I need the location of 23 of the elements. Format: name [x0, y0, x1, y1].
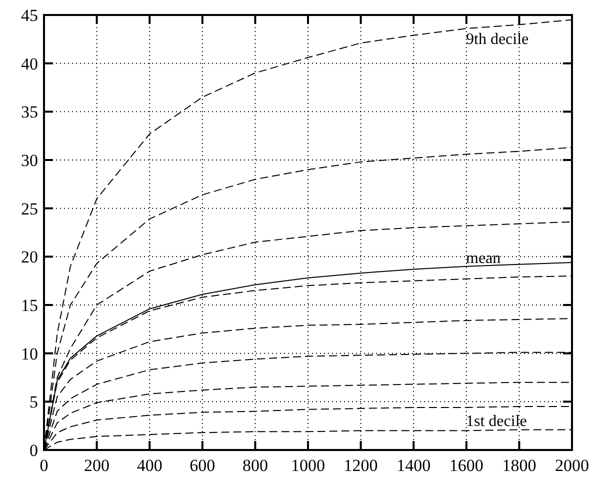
x-tick-label: 400 [136, 456, 162, 475]
y-tick-label: 10 [21, 344, 38, 364]
y-tick-label: 25 [21, 199, 38, 218]
y-tick-label: 5 [30, 392, 38, 412]
y-tick-label: 40 [21, 54, 38, 74]
x-tick-label: 1800 [502, 456, 536, 475]
y-tick-label: 30 [21, 151, 38, 170]
y-tick-label: 20 [21, 248, 38, 267]
x-tick-label: 1600 [449, 456, 484, 475]
x-tick-label: 1200 [344, 456, 378, 475]
x-tick-label: 1000 [291, 456, 325, 475]
annotation: 9th decile [466, 31, 529, 48]
y-tick-label: 35 [21, 102, 38, 122]
x-tick-label: 800 [242, 456, 268, 475]
annotation: mean [466, 250, 501, 267]
y-tick-label: 15 [21, 296, 38, 315]
y-tick-label: 45 [21, 6, 38, 25]
annotation: 1st decile [466, 413, 527, 430]
x-tick-label: 600 [190, 456, 216, 475]
y-tick-label: 0 [30, 441, 38, 460]
x-tick-label: 2000 [555, 456, 589, 475]
x-tick-label: 200 [84, 456, 110, 475]
x-tick-label: 1400 [396, 456, 431, 475]
